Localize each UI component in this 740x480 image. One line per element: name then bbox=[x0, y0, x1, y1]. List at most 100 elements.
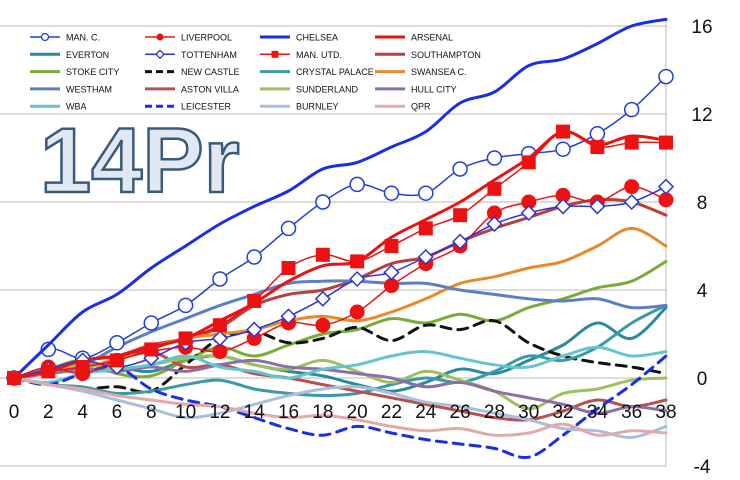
x-tick-label: 38 bbox=[655, 402, 676, 423]
legend-item-wba: WBA bbox=[30, 102, 87, 112]
series-line-burnley bbox=[12, 376, 668, 439]
legend-label: WBA bbox=[66, 102, 87, 112]
x-tick-label: 2 bbox=[43, 402, 54, 423]
series-point bbox=[247, 294, 262, 308]
series-point bbox=[349, 270, 366, 288]
legend-label: MAN. UTD. bbox=[296, 50, 342, 60]
series-point bbox=[589, 126, 606, 142]
series-point bbox=[417, 248, 434, 266]
legend-label: ASTON VILLA bbox=[181, 84, 239, 94]
y-tick-label: -4 bbox=[694, 457, 711, 478]
series-point bbox=[75, 360, 90, 374]
series-point bbox=[314, 290, 331, 307]
x-tick-label: 34 bbox=[587, 402, 609, 423]
watermark-text: 14Pr bbox=[40, 110, 240, 212]
series-point bbox=[144, 342, 159, 357]
series-point bbox=[486, 215, 503, 233]
legend-label: WESTHAM bbox=[66, 84, 112, 94]
series-point bbox=[212, 271, 228, 287]
series-point bbox=[520, 204, 537, 222]
legend-item-swansea-c: SWANSEA C. bbox=[375, 67, 467, 77]
series-point bbox=[659, 135, 673, 150]
series-point bbox=[315, 317, 331, 333]
legend-label: LEICESTER bbox=[181, 102, 232, 112]
series-point bbox=[384, 239, 399, 253]
x-tick-label: 0 bbox=[9, 402, 20, 423]
legend-label: CHELSEA bbox=[296, 33, 338, 43]
series-man-c bbox=[6, 68, 674, 386]
x-tick-label: 14 bbox=[244, 402, 266, 423]
series-point bbox=[624, 135, 639, 150]
legend-item-everton: EVERTON bbox=[30, 50, 109, 60]
series-man-utd bbox=[7, 124, 673, 385]
x-tick-label: 8 bbox=[146, 402, 157, 423]
legend-item-arsenal: ARSENAL bbox=[375, 33, 453, 43]
legend-label: CRYSTAL PALACE bbox=[296, 67, 374, 77]
series-point bbox=[623, 193, 640, 211]
series-point bbox=[7, 371, 21, 385]
y-tick-label: 4 bbox=[697, 281, 708, 302]
legend-item-tottenham: TOTTENHAM bbox=[145, 49, 237, 60]
legend-marker bbox=[271, 50, 279, 58]
series-qpr bbox=[12, 376, 668, 437]
series-point bbox=[383, 278, 399, 294]
series-point bbox=[280, 220, 297, 237]
series-point bbox=[623, 101, 640, 118]
legend-item-chelsea: CHELSEA bbox=[260, 33, 338, 43]
series-point bbox=[486, 150, 503, 166]
x-tick-label: 4 bbox=[77, 402, 88, 423]
series-point bbox=[143, 315, 160, 331]
legend-label: HULL CITY bbox=[411, 84, 457, 94]
series-point bbox=[555, 141, 571, 157]
series-point bbox=[109, 335, 125, 351]
series-point bbox=[177, 297, 194, 314]
legend-label: SWANSEA C. bbox=[411, 67, 467, 77]
series-point bbox=[452, 233, 469, 250]
legend-item-man-utd: MAN. UTD. bbox=[260, 50, 342, 60]
series-point bbox=[281, 261, 296, 275]
series-point bbox=[589, 198, 606, 215]
y-tick-label: 12 bbox=[691, 105, 712, 126]
legend-item-sunderland: SUNDERLAND bbox=[260, 84, 359, 94]
x-tick-label: 12 bbox=[209, 402, 230, 423]
series-point bbox=[452, 161, 468, 177]
legend: MAN. C. LIVERPOOL CHELSEA ARSENAL EVERTON TOT… bbox=[30, 33, 481, 112]
y-tick-label: 0 bbox=[697, 369, 708, 390]
legend-item-stoke-city: STOKE CITY bbox=[30, 67, 119, 77]
legend-item-hull-city: HULL CITY bbox=[375, 84, 457, 94]
series-line-new-castle bbox=[12, 319, 668, 394]
series-point bbox=[383, 185, 400, 201]
series-point bbox=[315, 194, 331, 210]
legend-item-liverpool: LIVERPOOL bbox=[145, 33, 232, 43]
series-point bbox=[178, 331, 193, 346]
x-tick-label: 16 bbox=[278, 402, 299, 423]
series-point bbox=[246, 249, 262, 265]
series-point bbox=[418, 185, 434, 201]
y-tick-label: 8 bbox=[697, 193, 708, 214]
legend-item-southampton: SOUTHAMPTON bbox=[375, 50, 481, 60]
series-point bbox=[280, 308, 297, 325]
series-point bbox=[212, 318, 227, 333]
legend-label: MAN. C. bbox=[66, 33, 100, 43]
series-point bbox=[556, 124, 571, 139]
series-point bbox=[383, 264, 400, 281]
x-tick-label: 26 bbox=[450, 402, 471, 423]
x-tick-label: 22 bbox=[381, 402, 402, 423]
series-point bbox=[349, 304, 365, 320]
x-tick-label: 36 bbox=[621, 402, 642, 423]
legend-item-qpr: QPR bbox=[375, 102, 431, 112]
series-line-crystal-palace bbox=[12, 303, 668, 398]
x-tick-label: 18 bbox=[312, 402, 333, 423]
series-point bbox=[212, 344, 228, 360]
legend-label: ARSENAL bbox=[411, 33, 453, 43]
x-tick-label: 32 bbox=[552, 402, 573, 423]
legend-label: LIVERPOOL bbox=[181, 33, 232, 43]
legend-label: EVERTON bbox=[66, 50, 109, 60]
legend-marker bbox=[155, 49, 165, 60]
x-tick-label: 6 bbox=[112, 402, 123, 423]
legend-label: SOUTHAMPTON bbox=[411, 50, 481, 60]
series-point bbox=[521, 155, 536, 170]
series-point bbox=[315, 247, 330, 262]
series-point bbox=[590, 140, 605, 154]
